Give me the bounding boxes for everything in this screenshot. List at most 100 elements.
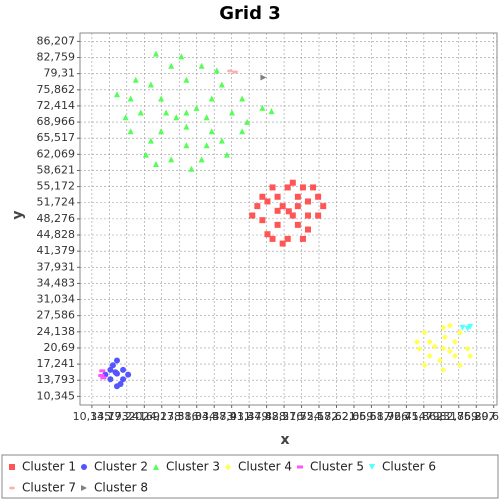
y-tick-label: 41,379 [37, 244, 76, 257]
y-tick-label: 44,828 [37, 228, 76, 241]
point [446, 348, 453, 355]
point [213, 67, 220, 74]
point [109, 362, 116, 369]
point [153, 50, 160, 57]
point [457, 362, 464, 369]
legend-marker [9, 464, 15, 470]
point [113, 357, 120, 364]
point [158, 128, 165, 135]
point [218, 81, 225, 88]
y-tick-label: 37,931 [37, 260, 76, 273]
point [120, 366, 127, 373]
point [299, 184, 306, 191]
y-tick-label: 55,172 [37, 180, 76, 193]
point [269, 235, 276, 242]
y-tick-label: 27,586 [37, 309, 76, 322]
legend-marker [9, 486, 15, 490]
point [147, 81, 154, 88]
point [421, 362, 428, 369]
point [274, 193, 281, 200]
legend-item: Cluster 4 [225, 460, 292, 474]
legend-item: Cluster 6 [369, 460, 436, 474]
y-tick-label: 65,517 [37, 131, 76, 144]
point [441, 334, 448, 341]
legend-marker [369, 464, 375, 470]
y-tick-label: 68,966 [37, 115, 76, 128]
y-tick-label: 72,414 [37, 99, 76, 112]
point [416, 345, 423, 352]
x-tick-label: 55,172 [300, 410, 339, 423]
y-tick-label: 75,862 [37, 83, 76, 96]
x-tick-label: 10,345 [73, 410, 112, 423]
point [259, 104, 266, 111]
point [294, 221, 301, 228]
x-tick-label: 34,483 [195, 410, 234, 423]
point [440, 345, 447, 352]
legend-label: Cluster 2 [94, 460, 148, 474]
point [289, 179, 296, 186]
point [467, 323, 474, 330]
point [100, 376, 107, 380]
point [239, 95, 246, 102]
point [467, 352, 474, 359]
point [440, 324, 447, 331]
chart-title: Grid 3 [219, 3, 281, 24]
legend-item: Cluster 2 [81, 460, 148, 474]
legend-label: Cluster 5 [310, 460, 364, 474]
point [98, 374, 105, 378]
x-tick-label: 68,966 [370, 410, 409, 423]
point [117, 380, 124, 387]
point [198, 156, 205, 163]
x-tick-label: 24,138 [143, 410, 182, 423]
y-tick-label: 13,793 [37, 373, 76, 386]
point [249, 212, 256, 219]
point [274, 221, 281, 228]
legend-item: Cluster 3 [153, 460, 220, 474]
point [113, 91, 120, 98]
point [99, 369, 106, 373]
point [259, 217, 266, 224]
point [193, 104, 200, 111]
point [173, 114, 180, 121]
point [264, 231, 271, 238]
point [305, 198, 312, 205]
point [464, 345, 471, 352]
point [320, 203, 327, 210]
point [183, 109, 190, 116]
point [289, 212, 296, 219]
point [232, 70, 239, 74]
legend-label: Cluster 6 [382, 460, 436, 474]
point [305, 212, 312, 219]
point [431, 343, 438, 350]
point [315, 193, 322, 200]
point [451, 338, 458, 345]
y-tick-label: 24,138 [37, 325, 76, 338]
legend-item: Cluster 7 [9, 481, 76, 495]
point [279, 203, 286, 210]
point [426, 338, 433, 345]
point [183, 123, 190, 130]
x-tick-label: 75,862 [405, 410, 444, 423]
point [421, 329, 428, 336]
point [259, 193, 266, 200]
y-tick-label: 31,034 [37, 293, 76, 306]
y-tick-label: 62,069 [37, 147, 76, 160]
point [147, 137, 154, 144]
point [310, 184, 317, 191]
point [451, 352, 458, 359]
point [183, 142, 190, 149]
legend-label: Cluster 8 [94, 481, 148, 495]
x-tick-label: 37,931 [212, 410, 251, 423]
point [305, 226, 312, 233]
point [125, 371, 132, 378]
y-tick-label: 17,241 [37, 357, 76, 370]
point [203, 142, 210, 149]
x-tick-label: 17,241 [108, 410, 147, 423]
x-tick-label: 89,655 [474, 410, 500, 423]
point [107, 366, 114, 373]
legend-label: Cluster 4 [238, 460, 292, 474]
x-tick-label: 51,724 [282, 410, 321, 423]
point [269, 184, 276, 191]
legend-marker [81, 464, 87, 470]
x-tick-label: 20,69 [129, 410, 161, 423]
